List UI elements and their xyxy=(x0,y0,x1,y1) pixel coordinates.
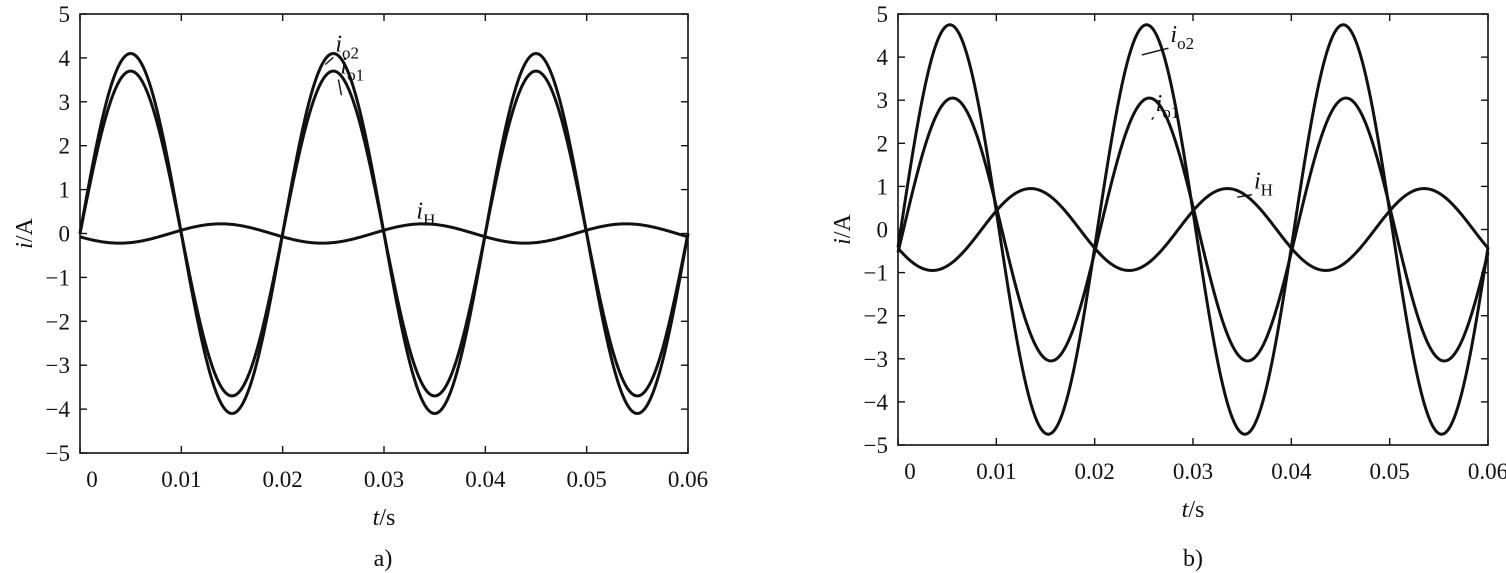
y-tick-label: −1 xyxy=(864,261,888,286)
x-tick-label: 0.02 xyxy=(263,467,303,492)
series-label-iH-main: i xyxy=(416,198,423,224)
y-tick-label: 1 xyxy=(59,178,71,203)
series-label-io2-sub: o2 xyxy=(1177,34,1194,53)
x-axis-label: t/s xyxy=(1182,497,1205,523)
series-line-iH xyxy=(896,187,1490,272)
y-axis-variable: i xyxy=(830,238,856,245)
y-tick-label: 4 xyxy=(877,45,889,70)
series-line-iH xyxy=(79,222,689,245)
y-tick-label: −2 xyxy=(46,309,70,334)
x-tick-label: 0.06 xyxy=(668,467,708,492)
series-label-io1-main: i xyxy=(1156,91,1163,117)
series-label-io1: io1 xyxy=(1156,91,1180,122)
y-tick-label: 3 xyxy=(877,88,889,113)
x-tick-label: 0.06 xyxy=(1468,459,1506,484)
y-tick-label: −5 xyxy=(864,433,888,458)
x-tick-label: 0.02 xyxy=(1075,459,1115,484)
y-tick-label: 0 xyxy=(59,222,71,247)
plot-frame xyxy=(897,13,1489,446)
x-tick-label: 0.03 xyxy=(1173,459,1213,484)
y-tick-label: −3 xyxy=(864,347,888,372)
panel-label: a) xyxy=(374,546,393,572)
series-label-io2-main: i xyxy=(335,32,342,58)
y-axis-unit: /A xyxy=(12,217,38,242)
x-tick-label: 0 xyxy=(86,467,98,492)
chart-panel-a: 5 4 3 2 1 0 −1 −2 −3 −4 −5 0 0.01 0.02 0.03 0.04 0.05 0.0… xyxy=(12,2,708,572)
series-line-io2 xyxy=(896,23,1490,436)
series-label-io2: io2 xyxy=(335,32,359,63)
x-axis-unit: /s xyxy=(1188,497,1204,523)
x-tick-label: 0 xyxy=(904,459,916,484)
series-leader-line xyxy=(1141,47,1169,56)
series-label-iH-main: i xyxy=(1254,169,1261,195)
series-label-io1: io1 xyxy=(340,53,364,84)
series-label-io2: io2 xyxy=(1170,22,1194,53)
x-tick-label: 0.01 xyxy=(976,459,1016,484)
y-tick-label: 1 xyxy=(877,174,889,199)
x-tick-label: 0.04 xyxy=(465,467,506,492)
series-label-iH-sub: H xyxy=(423,210,435,229)
y-tick-label: −5 xyxy=(46,441,70,466)
x-tick-label: 0.01 xyxy=(161,467,201,492)
x-tick-label: 0.05 xyxy=(1370,459,1410,484)
y-tick-label: −3 xyxy=(46,353,70,378)
y-tick-label: 4 xyxy=(59,46,71,71)
y-tick-label: −2 xyxy=(864,304,888,329)
series-leader-line xyxy=(337,79,343,96)
y-axis-label: i/A xyxy=(830,213,856,244)
y-tick-label: −4 xyxy=(46,397,71,422)
y-tick-label: 2 xyxy=(59,134,71,159)
chart-panel-b: 5 4 3 2 1 0 −1 −2 −3 −4 −5 0 0.01 0.02 0.03 0.04 0.05 0.0… xyxy=(830,2,1506,572)
series-label-iH: iH xyxy=(416,198,435,229)
x-axis-variable: t xyxy=(1182,497,1190,523)
x-tick-label: 0.03 xyxy=(364,467,404,492)
y-tick-label: 5 xyxy=(877,2,889,27)
series-line-io1 xyxy=(896,96,1490,363)
series-label-io1-sub: o1 xyxy=(1162,103,1179,122)
y-tick-label: −1 xyxy=(46,265,70,290)
series-line-io1 xyxy=(78,69,690,398)
x-axis-variable: t xyxy=(373,505,381,531)
series-label-io1-main: i xyxy=(340,53,347,79)
series-leader-line xyxy=(399,223,415,228)
y-axis-unit: /A xyxy=(830,213,856,238)
x-tick-label: 0.05 xyxy=(567,467,607,492)
y-tick-label: 5 xyxy=(59,2,71,27)
series-leader-line xyxy=(1151,116,1155,121)
y-tick-label: −4 xyxy=(864,390,889,415)
x-axis-unit: /s xyxy=(379,505,395,531)
series-label-iH-sub: H xyxy=(1261,181,1273,200)
series-label-iH: iH xyxy=(1254,169,1273,200)
series-leader-line xyxy=(1237,194,1253,198)
y-axis-label: i/A xyxy=(12,217,38,248)
x-axis-label: t/s xyxy=(373,505,396,531)
series-label-io1-sub: o1 xyxy=(347,65,364,84)
series-leader-line xyxy=(324,56,334,66)
series-label-io2-sub: o2 xyxy=(342,44,359,63)
y-tick-label: 2 xyxy=(877,131,889,156)
x-tick-label: 0.04 xyxy=(1271,459,1312,484)
panel-label: b) xyxy=(1183,546,1203,572)
series-label-io2-main: i xyxy=(1170,22,1177,48)
y-tick-label: 3 xyxy=(59,90,71,115)
y-axis-variable: i xyxy=(12,242,38,249)
y-tick-label: 0 xyxy=(877,218,889,243)
